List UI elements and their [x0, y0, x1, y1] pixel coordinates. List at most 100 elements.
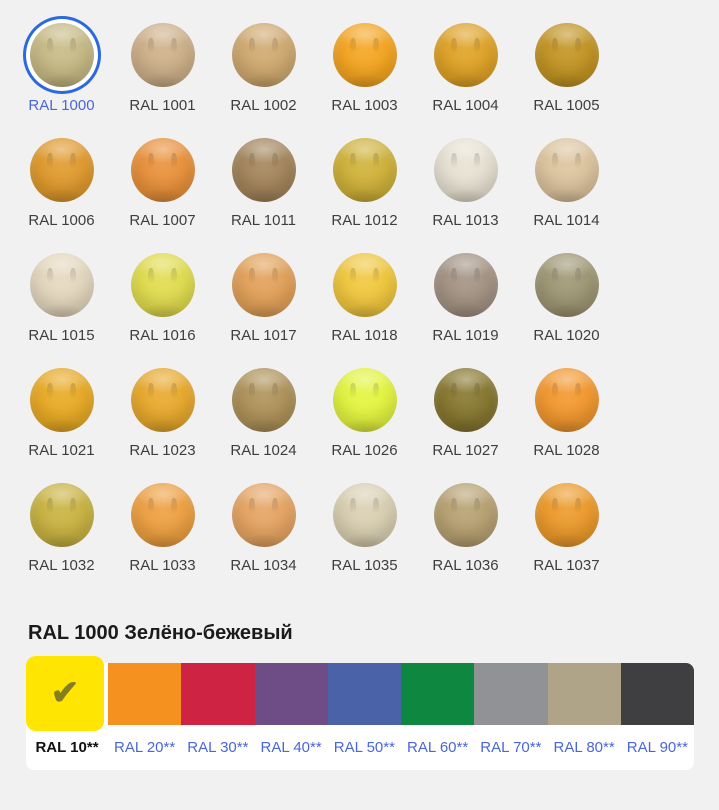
ral-color-label[interactable]: RAL 1024	[230, 442, 297, 459]
color-sphere[interactable]	[534, 23, 599, 87]
color-sphere[interactable]	[130, 23, 195, 87]
ral-color-item[interactable]: RAL 1013	[415, 115, 516, 230]
ral-color-label[interactable]: RAL 1034	[230, 557, 297, 574]
ral-color-label[interactable]: RAL 1015	[28, 327, 95, 344]
ral-color-item[interactable]: RAL 1020	[516, 230, 617, 345]
color-sphere[interactable]	[332, 23, 397, 87]
ral-color-label[interactable]: RAL 1020	[533, 327, 600, 344]
color-sphere[interactable]	[534, 483, 599, 547]
ral-color-item[interactable]: RAL 1006	[11, 115, 112, 230]
ral-color-item[interactable]: RAL 1016	[112, 230, 213, 345]
ral-color-label[interactable]: RAL 1023	[129, 442, 196, 459]
ral-color-item[interactable]: RAL 1019	[415, 230, 516, 345]
color-sphere[interactable]	[332, 138, 397, 202]
ral-color-label[interactable]: RAL 1000	[28, 97, 95, 114]
ral-group-swatch[interactable]	[254, 663, 328, 725]
color-sphere[interactable]	[231, 483, 296, 547]
color-sphere[interactable]	[534, 138, 599, 202]
color-sphere[interactable]	[231, 368, 296, 432]
color-sphere[interactable]	[433, 23, 498, 87]
ral-color-label[interactable]: RAL 1013	[432, 212, 499, 229]
ral-group-tab[interactable]: RAL 90**	[626, 739, 688, 756]
ral-color-label[interactable]: RAL 1003	[331, 97, 398, 114]
ral-group-tab[interactable]: RAL 10**	[35, 739, 99, 756]
ral-color-item[interactable]: RAL 1033	[112, 460, 213, 575]
ral-color-label[interactable]: RAL 1021	[28, 442, 95, 459]
ral-color-item[interactable]: RAL 1034	[213, 460, 314, 575]
color-sphere[interactable]	[534, 368, 599, 432]
color-sphere[interactable]	[231, 23, 296, 87]
ral-group-swatch[interactable]	[108, 663, 182, 725]
ral-color-label[interactable]: RAL 1001	[129, 97, 196, 114]
ral-color-item[interactable]: RAL 1001	[112, 0, 213, 115]
color-sphere[interactable]	[332, 253, 397, 317]
ral-group-swatch[interactable]	[620, 663, 694, 725]
ral-color-item[interactable]: RAL 1037	[516, 460, 617, 575]
ral-color-label[interactable]: RAL 1012	[331, 212, 398, 229]
color-sphere[interactable]	[231, 138, 296, 202]
ral-group-tab[interactable]: RAL 40**	[260, 739, 322, 756]
ral-color-item[interactable]: RAL 1000	[11, 0, 112, 115]
ral-color-item[interactable]: RAL 1021	[11, 345, 112, 460]
color-sphere[interactable]	[534, 253, 599, 317]
color-sphere[interactable]	[29, 483, 94, 547]
color-sphere[interactable]	[433, 253, 498, 317]
ral-group-swatch[interactable]: ✔	[26, 656, 104, 731]
color-sphere[interactable]	[29, 368, 94, 432]
ral-color-label[interactable]: RAL 1035	[331, 557, 398, 574]
ral-group-swatch[interactable]	[181, 663, 255, 725]
ral-color-item[interactable]: RAL 1017	[213, 230, 314, 345]
ral-color-item[interactable]: RAL 1011	[213, 115, 314, 230]
ral-color-item[interactable]: RAL 1005	[516, 0, 617, 115]
ral-color-label[interactable]: RAL 1027	[432, 442, 499, 459]
ral-color-item[interactable]: RAL 1027	[415, 345, 516, 460]
ral-color-item[interactable]: RAL 1036	[415, 460, 516, 575]
ral-color-item[interactable]: RAL 1002	[213, 0, 314, 115]
color-sphere[interactable]	[332, 368, 397, 432]
ral-color-item[interactable]: RAL 1014	[516, 115, 617, 230]
ral-color-item[interactable]: RAL 1015	[11, 230, 112, 345]
ral-color-item[interactable]: RAL 1003	[314, 0, 415, 115]
ral-group-swatch[interactable]	[327, 663, 401, 725]
ral-group-tab[interactable]: RAL 50**	[333, 739, 395, 756]
ral-color-label[interactable]: RAL 1006	[28, 212, 95, 229]
color-sphere[interactable]	[130, 368, 195, 432]
ral-group-tab[interactable]: RAL 60**	[407, 739, 469, 756]
color-sphere[interactable]	[231, 253, 296, 317]
color-sphere[interactable]	[130, 253, 195, 317]
color-sphere[interactable]	[433, 138, 498, 202]
ral-color-label[interactable]: RAL 1011	[230, 212, 297, 229]
color-sphere[interactable]	[433, 483, 498, 547]
ral-group-swatch[interactable]	[474, 663, 548, 725]
ral-group-swatch[interactable]	[401, 663, 475, 725]
ral-group-tab[interactable]: RAL 70**	[480, 739, 542, 756]
ral-color-label[interactable]: RAL 1026	[331, 442, 398, 459]
ral-color-item[interactable]: RAL 1007	[112, 115, 213, 230]
ral-color-item[interactable]: RAL 1012	[314, 115, 415, 230]
color-sphere[interactable]	[433, 368, 498, 432]
ral-color-label[interactable]: RAL 1007	[129, 212, 196, 229]
ral-color-label[interactable]: RAL 1037	[533, 557, 600, 574]
ral-color-label[interactable]: RAL 1005	[533, 97, 600, 114]
ral-color-item[interactable]: RAL 1004	[415, 0, 516, 115]
ral-color-label[interactable]: RAL 1033	[129, 557, 196, 574]
ral-color-item[interactable]: RAL 1024	[213, 345, 314, 460]
ral-color-item[interactable]: RAL 1023	[112, 345, 213, 460]
color-sphere[interactable]	[29, 138, 94, 202]
ral-color-item[interactable]: RAL 1028	[516, 345, 617, 460]
color-sphere[interactable]	[29, 23, 94, 87]
color-sphere[interactable]	[29, 253, 94, 317]
ral-color-label[interactable]: RAL 1032	[28, 557, 95, 574]
ral-group-tab[interactable]: RAL 80**	[553, 739, 615, 756]
ral-group-tab[interactable]: RAL 30**	[187, 739, 249, 756]
color-sphere[interactable]	[130, 138, 195, 202]
ral-color-label[interactable]: RAL 1028	[533, 442, 600, 459]
color-sphere[interactable]	[130, 483, 195, 547]
ral-group-swatch[interactable]	[547, 663, 621, 725]
ral-color-item[interactable]: RAL 1026	[314, 345, 415, 460]
ral-color-label[interactable]: RAL 1017	[230, 327, 297, 344]
ral-color-item[interactable]: RAL 1035	[314, 460, 415, 575]
ral-color-item[interactable]: RAL 1018	[314, 230, 415, 345]
ral-color-label[interactable]: RAL 1014	[533, 212, 600, 229]
ral-color-label[interactable]: RAL 1004	[432, 97, 499, 114]
